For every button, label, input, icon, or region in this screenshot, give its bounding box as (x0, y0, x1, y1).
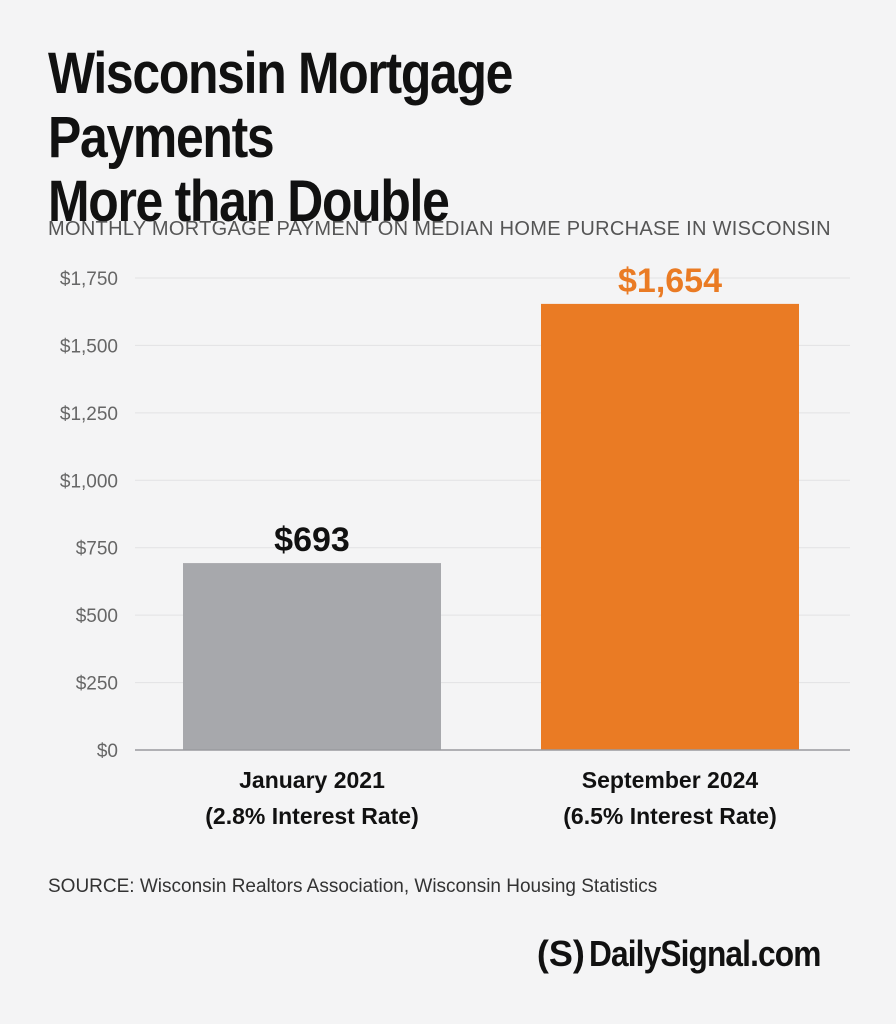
x-category-label: (2.8% Interest Rate) (205, 803, 418, 829)
bar-chart: $0 $250 $500 $750 $1,000 $1,250 $1,500 $1,750 $6… (60, 262, 850, 829)
x-category-label: January 2021 (239, 767, 385, 793)
y-tick-label: $1,750 (60, 269, 118, 290)
bar (541, 303, 799, 750)
brand-logo: (S) DailySignal.com (537, 934, 852, 974)
y-tick-label: $0 (97, 741, 118, 762)
data-label: $1,654 (618, 262, 722, 300)
y-tick-label: $1,000 (60, 471, 118, 492)
y-tick-label: $750 (76, 539, 118, 560)
source-note: SOURCE: Wisconsin Realtors Association, … (48, 876, 658, 897)
y-tick-label: $250 (76, 674, 118, 695)
title-line-1: Wisconsin Mortgage Payments (48, 41, 513, 170)
x-category-label: September 2024 (582, 767, 759, 793)
signal-logo-icon: (S) (536, 933, 585, 974)
chart-title: Wisconsin Mortgage Payments More than Do… (48, 42, 736, 234)
brand-name: DailySignal.com (588, 933, 821, 974)
data-label: $693 (274, 521, 350, 559)
title-line-2: More than Double (48, 169, 450, 234)
y-tick-label: $1,250 (60, 404, 118, 425)
x-category-label: (6.5% Interest Rate) (563, 803, 776, 829)
y-tick-label: $1,500 (60, 336, 118, 357)
chart-subtitle: MONTHLY MORTGAGE PAYMENT ON MEDIAN HOME … (48, 218, 831, 240)
y-tick-label: $500 (76, 606, 118, 627)
bar (183, 563, 441, 750)
